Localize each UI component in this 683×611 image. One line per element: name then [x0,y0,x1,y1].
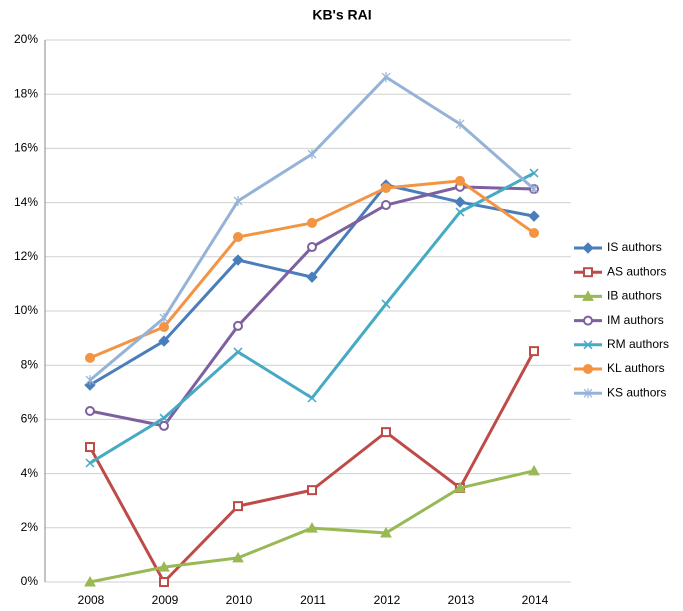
marker [529,168,539,178]
legend-marker [583,267,593,278]
marker [233,320,243,331]
marker [233,501,243,512]
marker [529,346,539,357]
chart-title: KB's RAI [312,7,371,23]
marker [84,575,96,587]
marker [381,200,391,211]
x-tick-label: 2013 [448,593,475,607]
legend-label: KS authors [607,385,666,399]
marker [381,182,391,193]
legend-label: IB authors [607,289,662,303]
marker [306,522,318,533]
marker [454,481,466,493]
marker [381,72,391,83]
marker [158,561,170,572]
marker [380,526,392,538]
x-tick-label: 2009 [152,593,179,607]
marker [529,227,539,238]
x-tick-label: 2011 [300,593,326,607]
marker [307,242,317,253]
marker [455,119,465,130]
series-line [89,183,535,387]
legend-label: IM authors [607,313,664,327]
marker [85,442,95,453]
marker [85,405,95,416]
x-tick-label: 2012 [374,593,401,607]
marker [85,458,95,468]
legend-marker [582,290,594,301]
y-tick-label: 0% [21,574,39,588]
legend-label: RM authors [607,337,669,351]
legend-label: KL authors [607,361,665,375]
marker [455,175,465,186]
x-tick-label: 2008 [78,593,105,607]
y-tick-label: 12% [14,249,38,263]
y-tick-label: 2% [21,520,39,534]
legend-marker [582,242,594,254]
legend-marker [583,388,593,399]
y-tick-label: 14% [14,195,38,209]
marker [159,413,169,423]
marker [307,485,317,496]
y-tick-label: 10% [14,303,38,317]
marker [159,577,169,587]
marker [454,196,466,208]
marker [307,149,317,160]
marker [233,347,243,357]
y-tick-label: 20% [14,32,38,46]
marker [232,254,244,266]
marker [85,375,95,386]
legend-label: AS authors [607,264,666,278]
marker [528,464,540,476]
marker [233,195,243,206]
x-tick-label: 2010 [226,593,253,607]
marker [307,217,317,228]
marker [159,313,169,324]
y-tick-label: 18% [14,86,38,100]
legend-label: IS authors [607,240,662,254]
y-tick-label: 6% [21,412,39,426]
marker [159,420,169,431]
marker [306,271,318,283]
y-tick-label: 8% [21,357,39,371]
series-line [89,75,535,382]
y-tick-label: 16% [14,141,38,155]
legend-marker [583,315,593,326]
marker [455,207,465,217]
marker [232,551,244,563]
legend-marker [583,364,593,374]
series-line [88,350,536,584]
marker [381,427,391,438]
marker [307,393,317,403]
marker [85,352,95,363]
legend-marker [583,340,593,350]
y-tick-label: 4% [21,466,39,480]
marker [381,299,391,309]
marker [233,232,243,243]
marker [158,335,170,347]
marker [159,321,169,332]
marker [529,184,539,195]
marker [528,210,540,222]
x-tick-label: 2014 [522,593,549,607]
